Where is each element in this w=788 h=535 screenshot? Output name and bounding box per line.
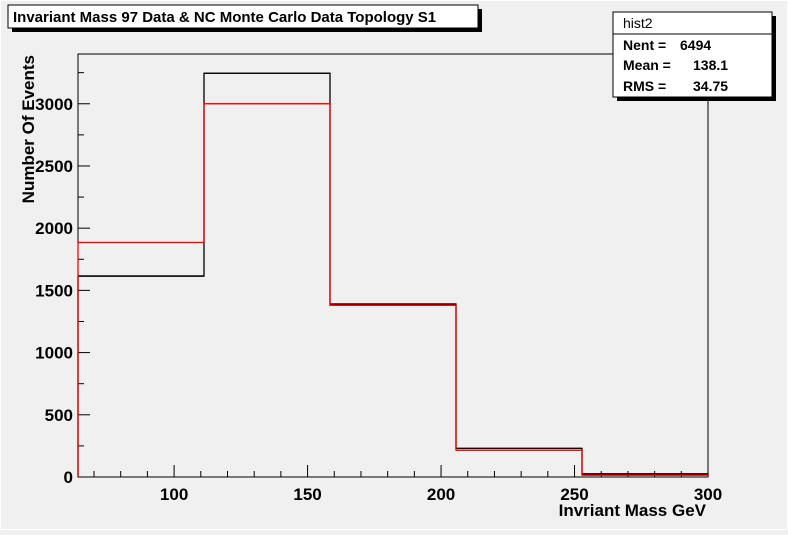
y-axis-label: Number Of Events <box>19 55 38 203</box>
y-tick-label: 500 <box>45 406 73 425</box>
y-tick-label: 1500 <box>35 281 73 300</box>
stats-rms-label: RMS = <box>623 78 666 94</box>
x-tick-label: 300 <box>694 485 722 504</box>
y-tick-label: 2500 <box>35 157 73 176</box>
x-axis-label: Invriant Mass GeV <box>559 501 707 520</box>
stats-name: hist2 <box>623 15 653 31</box>
chart-title: Invariant Mass 97 Data & NC Monte Carlo … <box>13 9 436 26</box>
plot-frame <box>77 53 709 478</box>
y-tick-label: 0 <box>64 468 73 487</box>
stats-nent-label: Nent = <box>623 37 666 53</box>
y-tick-label: 2000 <box>35 219 73 238</box>
y-tick-label: 3000 <box>35 95 73 114</box>
stats-panel <box>612 11 773 98</box>
title-box <box>7 4 479 29</box>
y-tick-label: 1000 <box>35 344 73 363</box>
x-tick-label: 200 <box>427 485 455 504</box>
stats-nent-value: 6494 <box>680 37 711 53</box>
x-tick-label: 100 <box>160 485 188 504</box>
x-tick-label: 150 <box>293 485 321 504</box>
stats-mean-value: 138.1 <box>693 57 728 73</box>
x-tick-label: 250 <box>560 485 588 504</box>
stats-box: hist2 Nent = 6494 Mean = 138.1 RMS = 34.… <box>612 11 776 101</box>
histogram-series <box>77 72 709 477</box>
stats-mean-label: Mean = <box>623 57 671 73</box>
chart-title-box: Invariant Mass 97 Data & NC Monte Carlo … <box>7 4 482 32</box>
stats-rms-value: 34.75 <box>693 78 728 94</box>
